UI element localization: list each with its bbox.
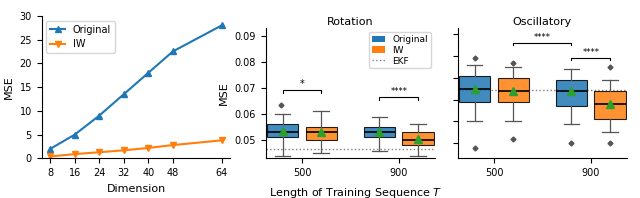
- Line: IW: IW: [47, 137, 225, 160]
- PathPatch shape: [364, 127, 396, 137]
- Original: [145, 72, 152, 74]
- Y-axis label: MSE: MSE: [4, 75, 14, 99]
- IW: [120, 149, 127, 151]
- Legend: Original, IW: Original, IW: [47, 21, 115, 53]
- Text: Length of Training Sequence $T$: Length of Training Sequence $T$: [269, 186, 442, 198]
- PathPatch shape: [403, 132, 434, 145]
- PathPatch shape: [305, 127, 337, 140]
- Original: [95, 114, 103, 117]
- Y-axis label: MSE: MSE: [219, 81, 229, 105]
- IW: [145, 147, 152, 149]
- IW: [46, 155, 54, 158]
- Original: [46, 148, 54, 150]
- IW: [95, 151, 103, 153]
- Title: Rotation: Rotation: [327, 17, 374, 27]
- PathPatch shape: [459, 76, 490, 102]
- PathPatch shape: [595, 91, 626, 119]
- IW: [71, 153, 79, 155]
- PathPatch shape: [497, 78, 529, 102]
- Original: [71, 133, 79, 136]
- PathPatch shape: [556, 80, 588, 106]
- Legend: Original, IW, EKF: Original, IW, EKF: [369, 32, 431, 68]
- Text: ****: ****: [390, 87, 407, 96]
- IW: [169, 144, 177, 146]
- Original: [120, 93, 127, 95]
- Original: [218, 24, 226, 27]
- Original: [169, 50, 177, 53]
- Line: Original: Original: [47, 22, 225, 152]
- Text: *: *: [300, 79, 304, 89]
- Title: Oscillatory: Oscillatory: [513, 17, 572, 27]
- Text: ****: ****: [534, 33, 551, 42]
- IW: [218, 139, 226, 142]
- X-axis label: Dimension: Dimension: [106, 184, 166, 194]
- PathPatch shape: [267, 124, 298, 137]
- Text: ****: ****: [582, 48, 599, 57]
